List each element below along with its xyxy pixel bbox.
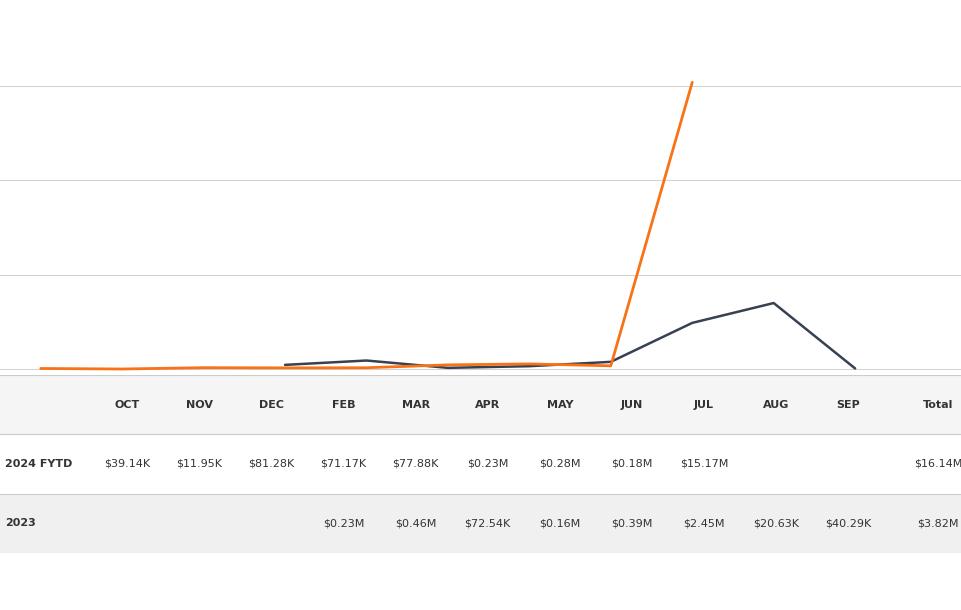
FancyBboxPatch shape [0,434,961,493]
Text: AUG: AUG [763,400,789,409]
Text: $0.23M: $0.23M [323,518,364,528]
Text: $81.28K: $81.28K [248,459,295,469]
Text: FEB: FEB [332,400,356,409]
Text: $0.23M: $0.23M [467,459,508,469]
Text: $20.63K: $20.63K [753,518,799,528]
Text: $40.29K: $40.29K [825,518,872,528]
Text: $15.17M: $15.17M [679,459,728,469]
Text: 2023: 2023 [5,518,36,528]
Text: Total: Total [940,375,961,388]
Text: $72.54K: $72.54K [464,518,511,528]
Text: Shipment Count by Industry and Exam Result: Shipment Count by Industry and Exam Resu… [267,573,694,590]
Text: $39.14K: $39.14K [105,459,150,469]
Text: SEP: SEP [836,400,860,409]
Text: $16.14M: $16.14M [914,459,961,469]
Text: 2024 FYTD: 2024 FYTD [5,459,72,469]
Text: Shipment Value (USD) by Month: Shipment Value (USD) by Month [303,20,658,38]
Text: $2.45M: $2.45M [683,518,725,528]
Text: MAY: MAY [547,400,573,409]
FancyBboxPatch shape [0,493,961,553]
Text: JUN: JUN [621,400,643,409]
Text: $3.82M: $3.82M [918,518,959,528]
Text: $71.17K: $71.17K [321,459,366,469]
Text: JUL: JUL [694,400,714,409]
Text: $0.28M: $0.28M [539,459,580,469]
Text: MAR: MAR [402,400,430,409]
Text: $0.16M: $0.16M [539,518,580,528]
Text: Total: Total [923,400,953,409]
Text: NOV: NOV [185,400,213,409]
Text: $77.88K: $77.88K [392,459,439,469]
Text: $0.18M: $0.18M [611,459,653,469]
Text: APR: APR [475,400,501,409]
Text: $0.39M: $0.39M [611,518,653,528]
Text: $11.95K: $11.95K [177,459,222,469]
Text: $0.46M: $0.46M [395,518,436,528]
Text: DEC: DEC [259,400,284,409]
Text: OCT: OCT [114,400,140,409]
FancyBboxPatch shape [0,375,961,434]
